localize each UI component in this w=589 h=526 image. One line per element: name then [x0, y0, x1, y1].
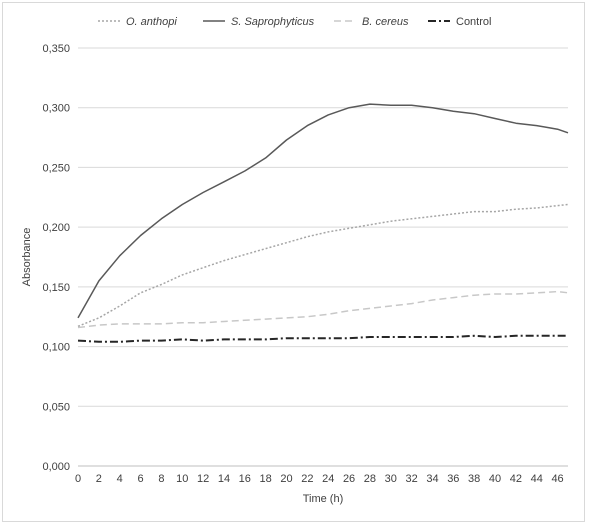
series-line [77, 203, 569, 327]
x-tick-label: 28 [364, 473, 376, 485]
x-tick-label: 26 [343, 473, 355, 485]
y-tick-label: 0,050 [42, 401, 70, 413]
x-tick-label: 14 [218, 473, 230, 485]
x-tick-label: 38 [468, 473, 480, 485]
y-tick-label: 0,300 [42, 103, 70, 115]
series-line [77, 103, 569, 319]
x-tick-label: 42 [510, 473, 522, 485]
x-tick-label: 16 [239, 473, 251, 485]
x-tick-label: 10 [176, 473, 188, 485]
y-tick-label: 0,200 [42, 222, 70, 234]
series-line [77, 334, 568, 343]
x-tick-label: 40 [489, 473, 501, 485]
x-tick-label: 4 [117, 473, 123, 485]
x-tick-label: 36 [447, 473, 459, 485]
x-axis-title: Time (h) [303, 493, 344, 505]
legend-label: Control [456, 16, 491, 28]
y-axis-title: Absorbance [21, 228, 33, 287]
x-tick-label: 24 [322, 473, 334, 485]
legend-label: O. anthopi [126, 16, 177, 28]
x-tick-label: 8 [158, 473, 164, 485]
chart-frame [2, 2, 585, 522]
series-line [77, 290, 569, 329]
axes: 0,000 0,050 0,100 0,150 0,200 0,250 0,300 0,350… [42, 43, 568, 485]
legend-label: S. Saprophyticus [231, 16, 315, 28]
series-lines [77, 103, 569, 343]
legend: O. anthopi S. Saprophyticus B. cereus Contr… [98, 16, 491, 28]
x-tick-label: 46 [551, 473, 563, 485]
x-tick-label: 32 [405, 473, 417, 485]
x-tick-label: 30 [385, 473, 397, 485]
y-tick-label: 0,000 [42, 461, 70, 473]
x-tick-label: 2 [96, 473, 102, 485]
x-tick-label: 22 [301, 473, 313, 485]
x-tick-label: 44 [531, 473, 543, 485]
y-tick-label: 0,350 [42, 43, 70, 55]
gridlines [78, 47, 568, 407]
x-tick-label: 0 [75, 473, 81, 485]
y-tick-label: 0,150 [42, 282, 70, 294]
legend-label: B. cereus [362, 16, 409, 28]
x-tick-label: 18 [260, 473, 272, 485]
x-tick-label: 20 [280, 473, 292, 485]
x-tick-label: 6 [137, 473, 143, 485]
y-tick-label: 0,250 [42, 162, 70, 174]
x-tick-label: 34 [426, 473, 438, 485]
x-tick-label: 12 [197, 473, 209, 485]
y-tick-label: 0,100 [42, 342, 70, 354]
